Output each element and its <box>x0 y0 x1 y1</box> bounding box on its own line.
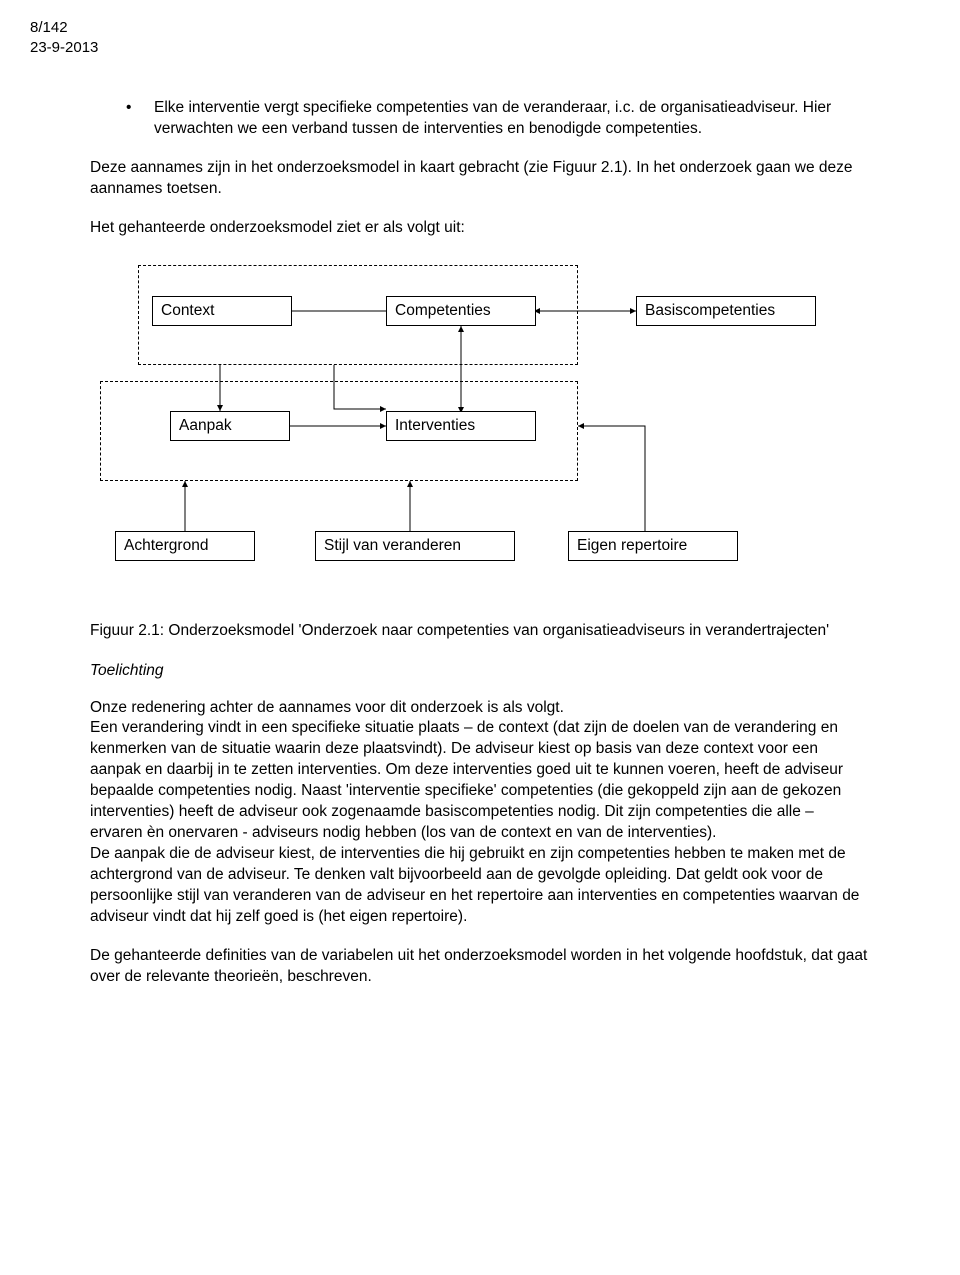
bullet-marker: • <box>126 98 154 140</box>
node-label: Interventies <box>395 418 475 434</box>
page-date: 23-9-2013 <box>30 38 98 58</box>
node-label: Eigen repertoire <box>577 538 687 554</box>
node-competenties: Competenties <box>386 296 536 326</box>
subheading-toelichting: Toelichting <box>90 662 870 680</box>
document-page: 8/142 23-9-2013 • Elke interventie vergt… <box>0 0 960 1275</box>
node-context: Context <box>152 296 292 326</box>
node-basiscompetenties: Basiscompetenties <box>636 296 816 326</box>
page-header: 8/142 23-9-2013 <box>30 18 98 59</box>
node-achtergrond: Achtergrond <box>115 531 255 561</box>
bullet-list-item: • Elke interventie vergt specifieke comp… <box>126 98 870 140</box>
page-content: • Elke interventie vergt specifieke comp… <box>90 18 870 988</box>
node-label: Stijl van veranderen <box>324 538 461 554</box>
page-counter: 8/142 <box>30 18 98 38</box>
node-aanpak: Aanpak <box>170 411 290 441</box>
research-model-diagram: Context Competenties Basiscompetenties A… <box>90 261 870 601</box>
node-interventies: Interventies <box>386 411 536 441</box>
node-label: Competenties <box>395 303 491 319</box>
node-repertoire: Eigen repertoire <box>568 531 738 561</box>
figure-caption: Figuur 2.1: Onderzoeksmodel 'Onderzoek n… <box>90 621 870 642</box>
paragraph-assumptions: Deze aannames zijn in het onderzoeksmode… <box>90 158 870 200</box>
node-stijl: Stijl van veranderen <box>315 531 515 561</box>
node-label: Achtergrond <box>124 538 208 554</box>
bullet-text: Elke interventie vergt specifieke compet… <box>154 98 870 140</box>
node-label: Aanpak <box>179 418 232 434</box>
paragraph-body-1: Onze redenering achter de aannames voor … <box>90 698 870 928</box>
node-label: Basiscompetenties <box>645 303 775 319</box>
paragraph-model-intro: Het gehanteerde onderzoeksmodel ziet er … <box>90 218 870 239</box>
node-label: Context <box>161 303 214 319</box>
paragraph-body-2: De gehanteerde definities van de variabe… <box>90 946 870 988</box>
